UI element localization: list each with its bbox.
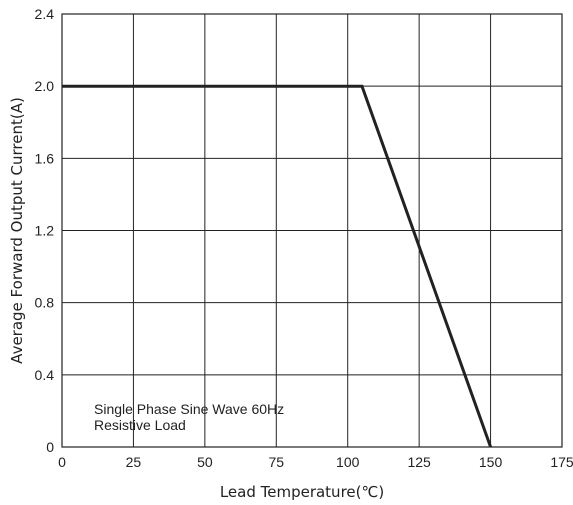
series-layer <box>62 84 493 448</box>
series-line <box>62 84 493 448</box>
y-tick-label: 0 <box>46 439 54 455</box>
x-tick-label: 50 <box>197 454 213 470</box>
x-tick-label: 175 <box>550 454 573 470</box>
grid-lines <box>61 13 563 448</box>
annotation-line-2: Resistive Load <box>94 417 186 433</box>
x-tick-labels: 0 25 50 75 100 125 150 175 <box>58 454 573 470</box>
x-tick-label: 25 <box>126 454 142 470</box>
y-tick-label: 0.8 <box>35 295 55 311</box>
y-tick-label: 2.0 <box>35 78 55 94</box>
x-tick-label: 0 <box>58 454 66 470</box>
plot-frame <box>61 13 563 448</box>
y-tick-label: 1.2 <box>35 223 55 239</box>
x-tick-label: 100 <box>336 454 360 470</box>
y-tick-label: 1.6 <box>35 150 55 166</box>
y-axis-label: Average Forward Output Current(A) <box>8 97 26 364</box>
annotation-line-1: Single Phase Sine Wave 60Hz <box>94 401 284 417</box>
x-axis-label: Lead Temperature(℃) <box>220 483 384 501</box>
x-tick-label: 125 <box>407 454 431 470</box>
y-tick-label: 2.4 <box>35 6 55 22</box>
y-tick-label: 0.4 <box>35 367 55 383</box>
x-tick-label: 150 <box>479 454 503 470</box>
y-tick-labels: 0 0.4 0.8 1.2 1.6 2.0 2.4 <box>35 6 55 455</box>
x-tick-label: 75 <box>268 454 284 470</box>
